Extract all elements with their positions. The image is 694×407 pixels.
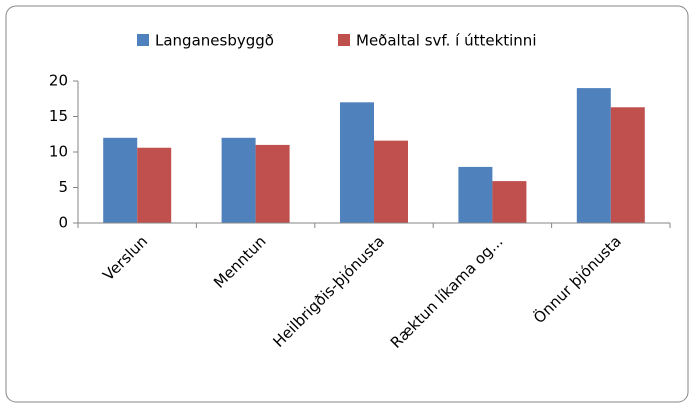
legend-swatch [137, 34, 149, 46]
bar [492, 181, 527, 223]
y-tick-label: 0 [58, 214, 68, 232]
bar [221, 137, 256, 223]
legend-label: Meðaltal svf. í úttektinni [356, 32, 536, 50]
legend-label: Langanesbyggð [155, 32, 274, 50]
y-tick-label: 20 [49, 72, 68, 90]
bar [458, 166, 493, 223]
bar [255, 144, 290, 223]
bar [610, 107, 645, 223]
bar [340, 102, 374, 223]
bar [374, 140, 408, 223]
bar [576, 88, 611, 223]
bar [137, 147, 172, 223]
legend-swatch [338, 34, 350, 46]
y-tick-label: 10 [49, 143, 68, 161]
y-tick-label: 15 [49, 107, 68, 125]
bar [103, 137, 138, 223]
y-tick-label: 5 [58, 178, 68, 196]
